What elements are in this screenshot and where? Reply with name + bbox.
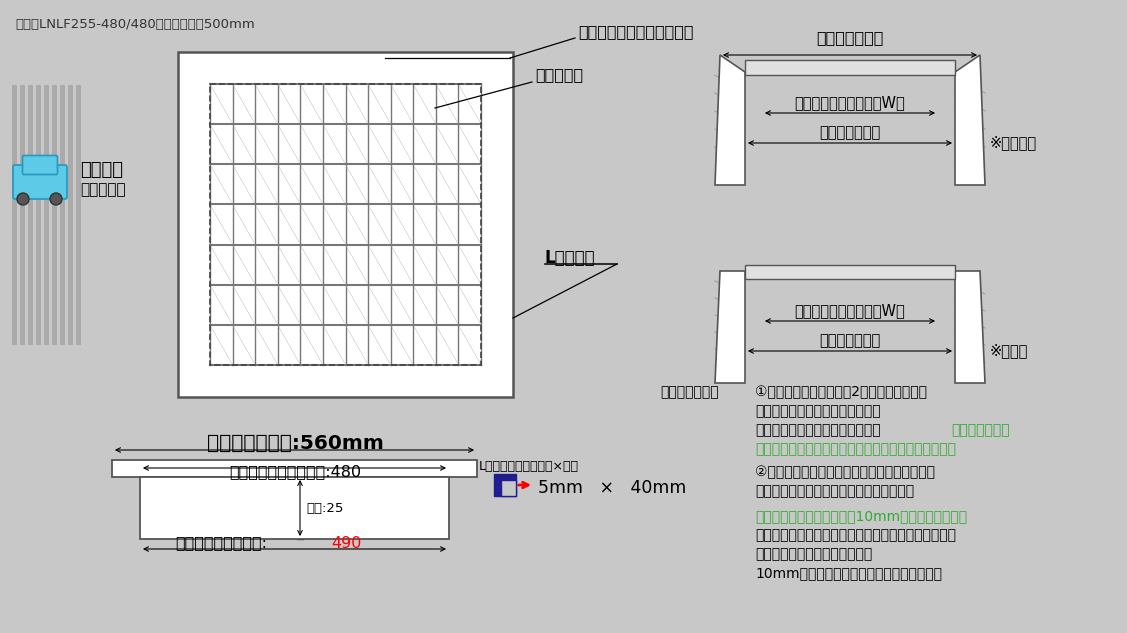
Text: ②「改良枝」の場合はます穴の寸法にアングル: ②「改良枝」の場合はます穴の寸法にアングル: [755, 465, 935, 479]
Text: ます穴の適用幅: ます穴の適用幅: [819, 125, 880, 140]
Text: 設置できない可能性もあるため: 設置できない可能性もあるため: [755, 547, 872, 561]
Text: ※改良枝: ※改良枝: [990, 344, 1028, 358]
Bar: [502, 480, 516, 496]
Text: 商品名LNLF255-480/480　適用ます幅500mm: 商品名LNLF255-480/480 適用ます幅500mm: [15, 18, 255, 31]
Text: 推奨しています。ピッタリすぎると壁面にぶつかって: 推奨しています。ピッタリすぎると壁面にぶつかって: [755, 528, 956, 542]
Bar: [52, 85, 57, 345]
Text: ①「タメマス」の場合は2段がありまして、: ①「タメマス」の場合は2段がありまして、: [755, 385, 928, 399]
Text: 溝幅本体の外幅: 溝幅本体の外幅: [816, 30, 884, 46]
Text: アングル含めた内幅:: アングル含めた内幅:: [175, 536, 267, 551]
Text: Lアングル: Lアングル: [545, 249, 596, 267]
Bar: [60, 85, 65, 345]
Text: （横断用）: （横断用）: [80, 182, 125, 197]
Bar: [178, 52, 513, 397]
Text: 490: 490: [331, 536, 362, 551]
Text: 「上の浅い段」と違いますので、: 「上の浅い段」と違いますので、: [755, 423, 880, 437]
Bar: [76, 85, 81, 345]
Text: 5mm   ×   40mm: 5mm × 40mm: [538, 479, 686, 497]
Bar: [12, 85, 17, 345]
Bar: [140, 477, 449, 539]
Text: 溝幅本体の外幅:560mm: 溝幅本体の外幅:560mm: [206, 434, 383, 453]
Text: クロスバー: クロスバー: [535, 68, 583, 82]
Bar: [28, 85, 33, 345]
Bar: [494, 474, 516, 496]
Polygon shape: [715, 55, 745, 185]
Text: アングル含まずの内幅:480: アングル含まずの内幅:480: [229, 465, 361, 480]
Text: ます穴の適用幅: ます穴の適用幅: [819, 333, 880, 348]
Bar: [36, 85, 41, 345]
Bar: [44, 85, 48, 345]
Polygon shape: [715, 271, 745, 383]
Bar: [68, 85, 73, 345]
Text: 含めた内幅が合うかが測定ポイントです。: 含めた内幅が合うかが測定ポイントです。: [755, 484, 914, 498]
Bar: [745, 60, 955, 75]
Bar: [20, 85, 25, 345]
Text: Lアングル寸法（厚み×幅）: Lアングル寸法（厚み×幅）: [479, 460, 579, 472]
Bar: [210, 84, 481, 365]
Text: 測定ポイント：: 測定ポイント：: [660, 385, 719, 399]
Text: 高さ:25: 高さ:25: [307, 501, 344, 515]
Text: 主部材（ベアリングバー）: 主部材（ベアリングバー）: [578, 25, 693, 39]
FancyBboxPatch shape: [14, 165, 66, 199]
FancyBboxPatch shape: [23, 156, 57, 175]
Circle shape: [17, 193, 29, 205]
Circle shape: [50, 193, 62, 205]
Text: ※タメマス: ※タメマス: [990, 135, 1037, 151]
Text: 10mm小さくくらいがベストだと思います。: 10mm小さくくらいがベストだと思います。: [755, 566, 942, 580]
Text: 「ます穴の適用幅」よりメ10mm程度小さい内幅を: 「ます穴の適用幅」よりメ10mm程度小さい内幅を: [755, 509, 967, 523]
Bar: [745, 265, 955, 279]
Text: 横断方向: 横断方向: [80, 161, 123, 179]
Polygon shape: [955, 55, 985, 185]
Text: アングル含めた内幅（W）: アングル含めた内幅（W）: [795, 303, 905, 318]
Text: 内幅が「上の浅い段」に合うかが測定ポイントです。: 内幅が「上の浅い段」に合うかが測定ポイントです。: [755, 442, 956, 456]
Bar: [112, 460, 477, 477]
Text: アングル含めた内幅（W）: アングル含めた内幅（W）: [795, 95, 905, 110]
Text: アングル含めた: アングル含めた: [951, 423, 1010, 437]
Text: 下の深い段であるます穴の寸法は: 下の深い段であるます穴の寸法は: [755, 404, 880, 418]
Polygon shape: [955, 271, 985, 383]
